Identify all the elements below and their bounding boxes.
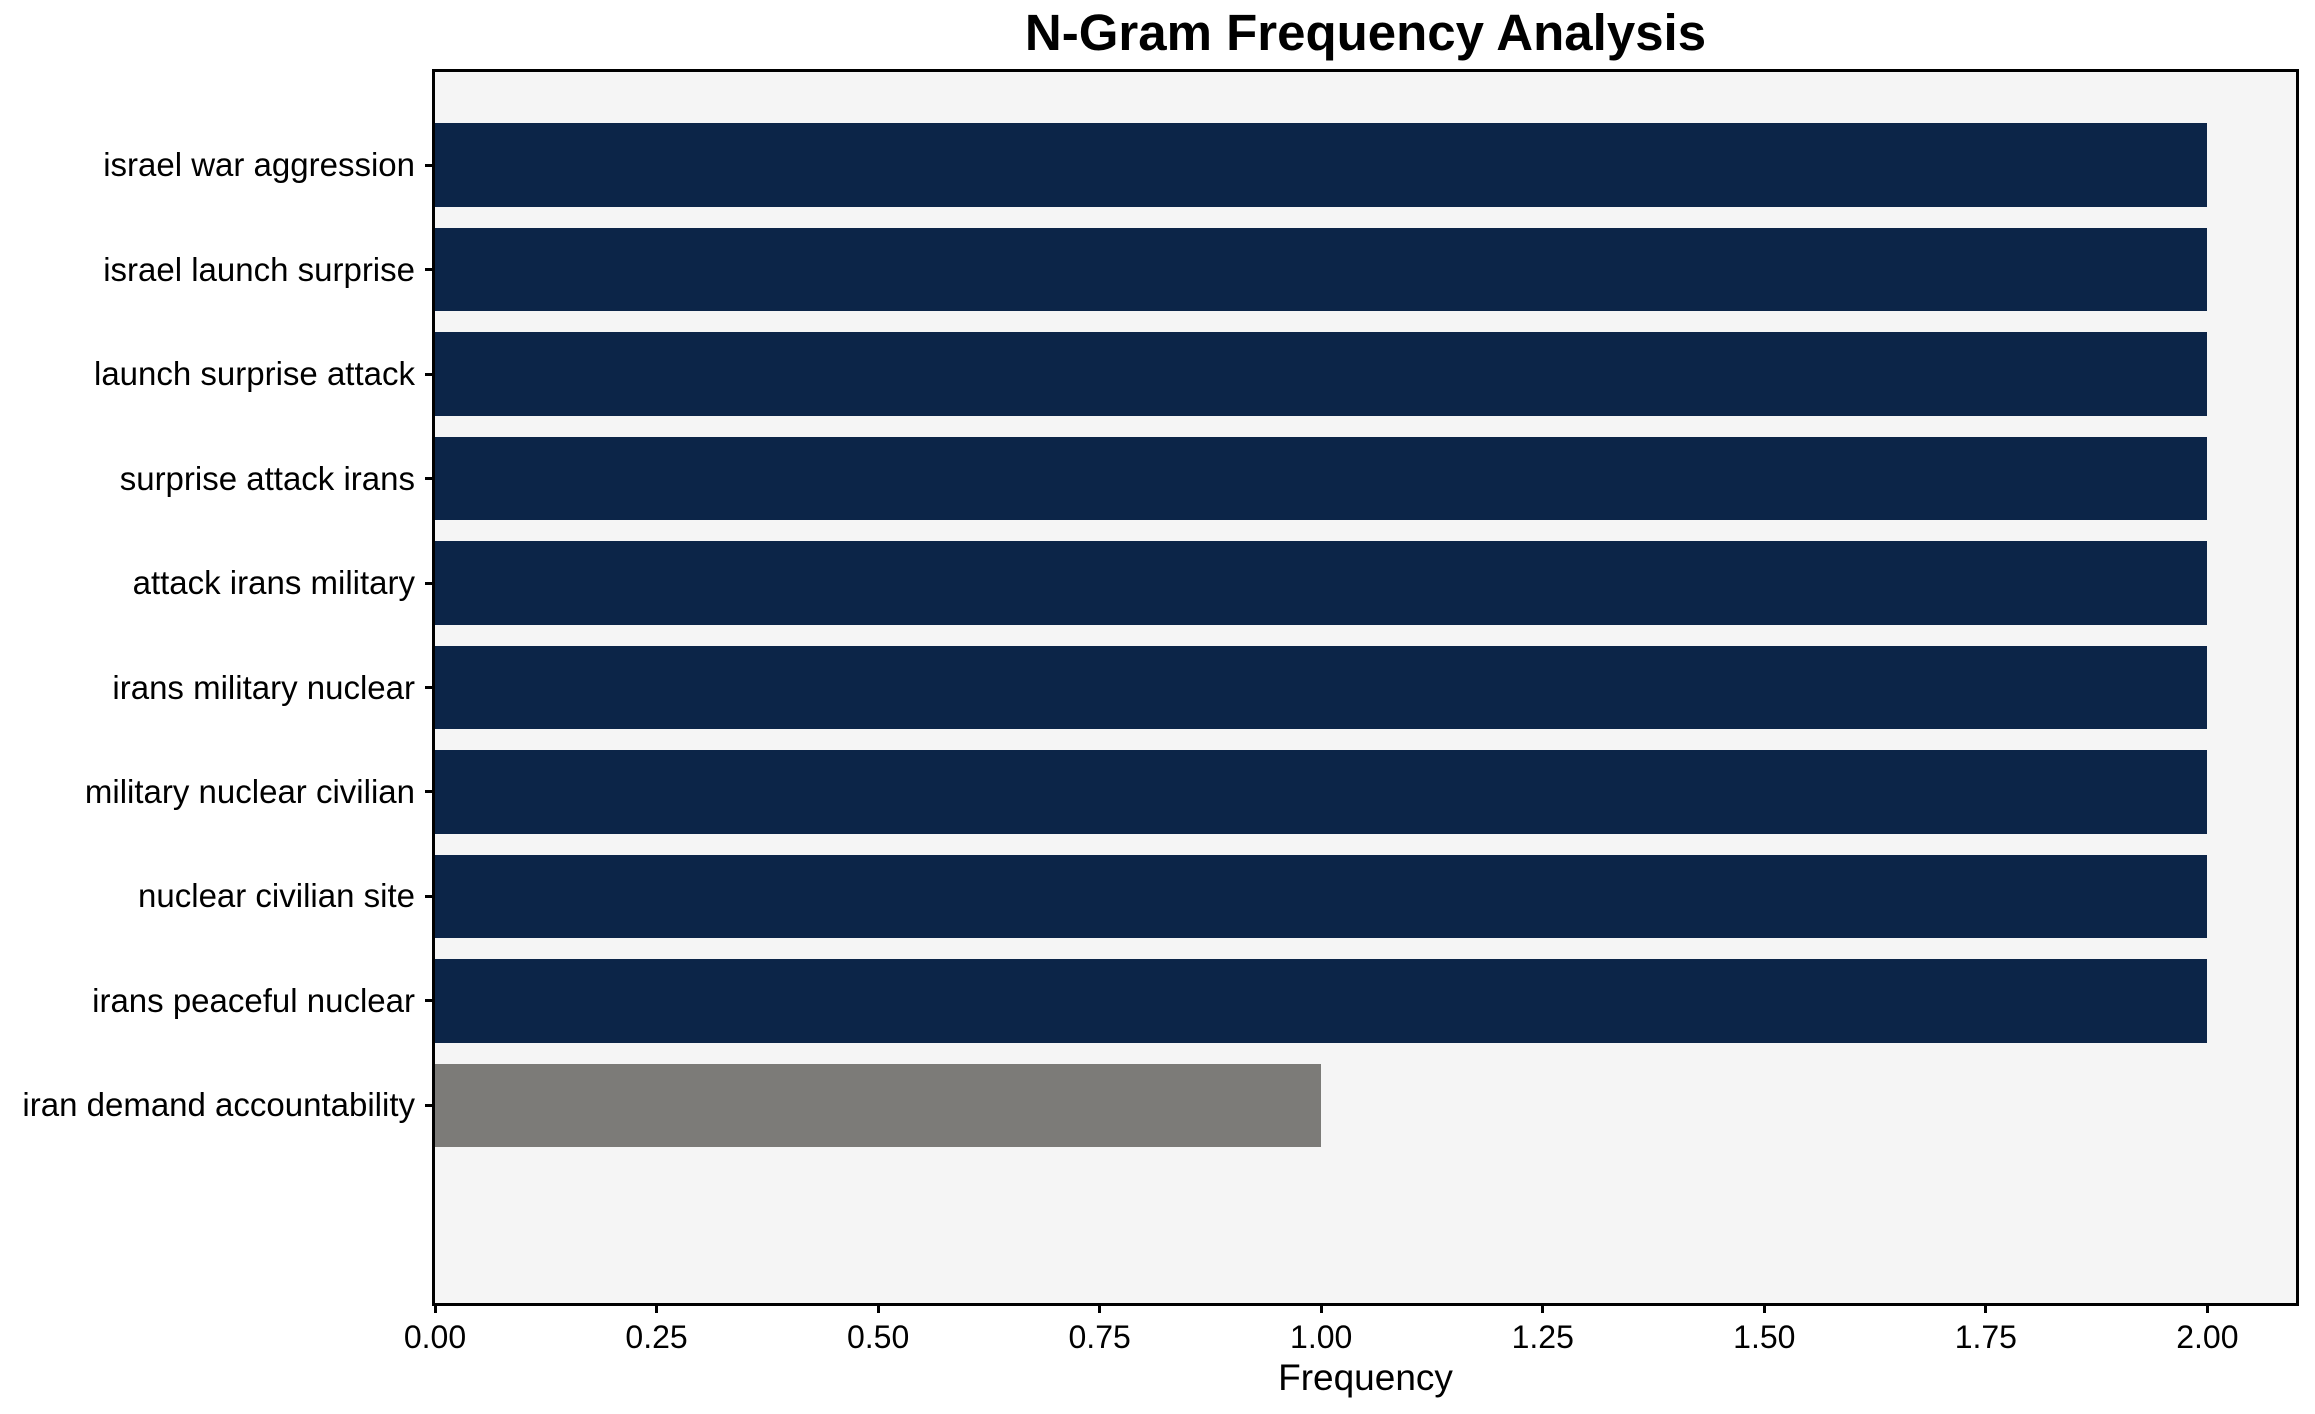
bar-attack-irans-military: [435, 541, 2208, 625]
bar-nuclear-civilian-site: [435, 854, 2208, 939]
y-tick-label-nuclear-civilian-site: nuclear civilian site: [138, 877, 415, 915]
x-tick-mark: [655, 1303, 659, 1313]
bar-israel-war-aggression: [435, 123, 2208, 207]
x-tick-mark: [1541, 1303, 1545, 1313]
x-tick-label-1.75: 1.75: [1954, 1319, 2017, 1355]
y-tick-mark: [425, 999, 435, 1003]
y-tick-label-irans-peaceful-nuclear: irans peaceful nuclear: [92, 981, 415, 1019]
y-tick-mark: [425, 581, 435, 585]
y-tick-mark: [425, 268, 435, 271]
y-tick-mark: [425, 686, 435, 689]
bar-irans-military-nuclear: [435, 645, 2208, 730]
y-tick-label-surprise-attack-irans: surprise attack irans: [119, 459, 415, 497]
x-tick-label-0.00: 0.00: [403, 1319, 467, 1355]
x-tick-mark: [2205, 1303, 2209, 1313]
bar-iran-demand-accountability: [435, 1063, 1322, 1148]
x-tick-mark: [1762, 1303, 1766, 1313]
x-tick-label-0.50: 0.50: [846, 1319, 910, 1355]
y-tick-label-irans-military-nuclear: irans military nuclear: [112, 668, 415, 706]
x-tick-label-2.00: 2.00: [2176, 1319, 2239, 1355]
y-tick-mark: [425, 163, 435, 167]
x-tick-mark: [1319, 1303, 1323, 1313]
y-tick-mark: [425, 477, 435, 480]
y-tick-mark: [425, 372, 435, 376]
y-tick-label-israel-war-aggression: israel war aggression: [103, 146, 415, 183]
y-tick-label-attack-irans-military: attack irans military: [132, 564, 415, 601]
y-tick-label-israel-launch-surprise: israel launch surprise: [103, 250, 415, 288]
chart-title: N-Gram Frequency Analysis: [1024, 4, 1707, 61]
x-tick-mark: [876, 1303, 880, 1313]
x-axis-title: Frequency: [1278, 1357, 1453, 1398]
bar-irans-peaceful-nuclear: [435, 959, 2208, 1043]
x-tick-label-1.25: 1.25: [1511, 1319, 1574, 1355]
bar-launch-surprise-attack: [435, 332, 2208, 416]
y-tick-mark: [425, 1103, 435, 1107]
bar-military-nuclear-civilian: [435, 750, 2208, 834]
y-tick-mark: [425, 894, 435, 898]
x-tick-label-1.00: 1.00: [1290, 1319, 1353, 1355]
bar-israel-launch-surprise: [435, 227, 2208, 312]
y-tick-label-iran-demand-accountability: iran demand accountability: [22, 1086, 415, 1124]
x-tick-mark: [1984, 1303, 1988, 1313]
x-tick-mark: [433, 1303, 437, 1313]
bar-surprise-attack-irans: [435, 436, 2208, 521]
x-tick-label-1.50: 1.50: [1733, 1319, 1796, 1355]
x-tick-label-0.25: 0.25: [625, 1319, 688, 1355]
plot-area: [432, 69, 2299, 1306]
y-tick-label-launch-surprise-attack: launch surprise attack: [94, 355, 415, 392]
x-tick-label-0.75: 0.75: [1068, 1319, 1131, 1355]
y-tick-mark: [425, 790, 435, 794]
y-tick-label-military-nuclear-civilian: military nuclear civilian: [84, 772, 415, 810]
x-tick-mark: [1098, 1303, 1102, 1313]
